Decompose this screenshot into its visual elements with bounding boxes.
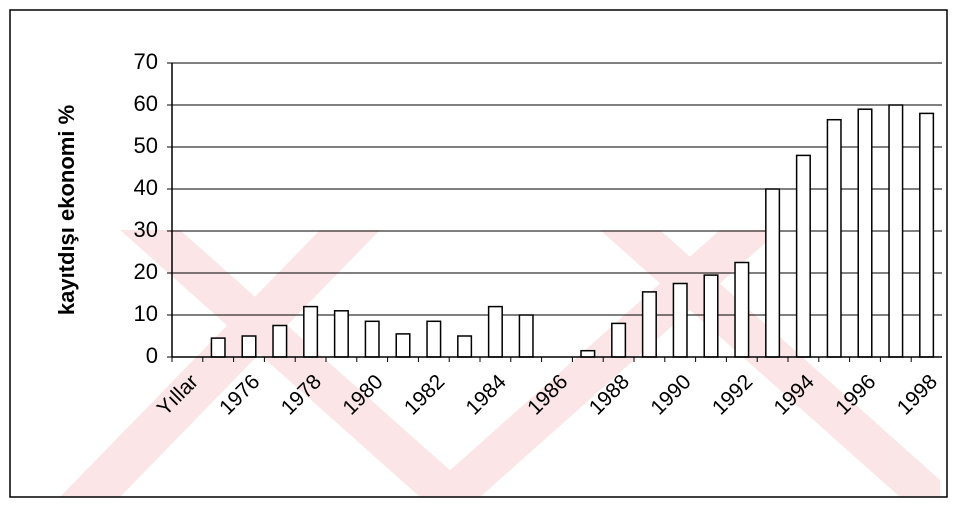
bar [518,314,534,358]
y-tick-label: 40 [134,175,158,200]
watermark-stripe [60,230,380,497]
bar [857,108,873,358]
bar [487,305,503,358]
bar [303,305,319,358]
bar [734,261,750,358]
chart-border [9,9,948,498]
bar [919,112,935,358]
bar [826,118,842,358]
bar [210,337,226,358]
bar [457,335,473,358]
watermark-stripe [120,230,480,497]
bar [272,324,288,358]
x-tick-label: 1992 [708,370,757,419]
watermark-stripe [420,230,780,497]
bar [241,335,257,358]
x-tick-label: 1982 [400,370,449,419]
y-tick-label: 70 [134,49,158,74]
bar [611,322,627,358]
bar [672,282,688,358]
x-tick-label: 1990 [646,370,695,419]
bar [641,291,657,358]
y-axis-label: kayıtdışı ekonomi % [54,105,79,315]
y-tick-label: 0 [146,343,158,368]
bar [395,333,411,358]
bar [703,274,719,358]
x-tick-label: 1984 [462,370,512,420]
x-tick-label: 1998 [893,370,942,419]
bar [426,320,442,358]
bar [795,154,811,358]
bar [333,310,349,358]
bar [765,188,781,358]
y-tick-label: 20 [134,259,158,284]
y-tick-label: 30 [134,217,158,242]
bar [364,320,380,358]
y-tick-label: 10 [134,301,158,326]
bar [888,104,904,358]
y-tick-label: 60 [134,91,158,116]
y-tick-label: 50 [134,133,158,158]
bar [580,349,596,358]
